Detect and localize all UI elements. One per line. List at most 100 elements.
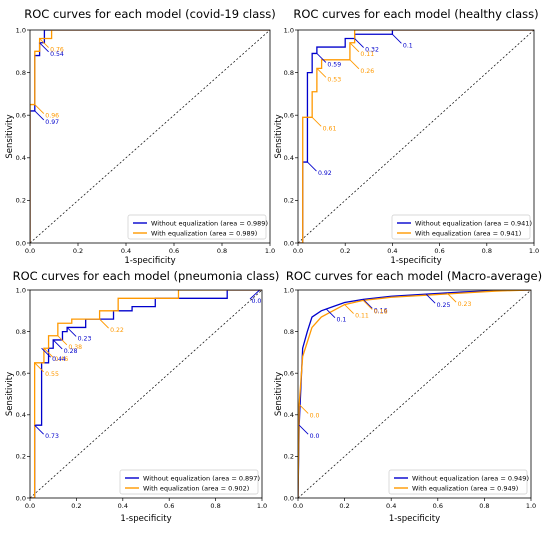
legend-entry: With equalization (area = 0.941) — [415, 229, 521, 237]
annotation-pointer — [298, 424, 309, 435]
roc-line-with — [298, 290, 531, 498]
diagonal-reference-line — [297, 29, 535, 244]
threshold-label: 0.61 — [323, 125, 337, 132]
threshold-label: 0.92 — [318, 170, 332, 177]
x-axis-label: 1-specificity — [390, 256, 441, 266]
y-tick-label: 0.0 — [284, 494, 294, 502]
legend-box — [388, 469, 528, 495]
y-tick-label: 0.2 — [16, 453, 26, 461]
x-tick-label: 0.8 — [479, 502, 489, 510]
roc-line-without — [298, 30, 534, 243]
x-tick-label: 0.8 — [482, 247, 492, 255]
annotation-pointer — [425, 293, 436, 304]
annotation-pointer — [349, 59, 360, 70]
annotation-pointer — [354, 38, 364, 48]
x-tick-label: 0.4 — [386, 502, 396, 510]
x-tick-label: 0.2 — [340, 247, 350, 255]
y-tick-label: 1.0 — [16, 286, 26, 294]
y-tick-label: 1.0 — [16, 26, 26, 34]
threshold-label: 0.46 — [54, 356, 68, 363]
legend-box — [119, 469, 259, 495]
annotation-pointer — [392, 33, 402, 44]
y-tick-label: 0.6 — [16, 370, 26, 378]
chart-title: ROC curves for each model (pneumonia cla… — [13, 269, 280, 283]
roc-line-without — [298, 290, 531, 498]
x-tick-label: 0.0 — [293, 247, 303, 255]
threshold-label: 0.0 — [310, 433, 320, 440]
threshold-label: 0.23 — [458, 301, 472, 308]
y-tick-label: 0.2 — [284, 453, 294, 461]
x-tick-label: 0.4 — [387, 247, 397, 255]
annotation-pointer — [34, 362, 44, 373]
annotation-pointer — [362, 300, 373, 310]
chart-panel-4: ROC curves for each model (Macro-average… — [274, 269, 542, 524]
roc-line-without — [30, 30, 270, 243]
threshold-label: 0.38 — [68, 344, 82, 351]
y-tick-label: 0.4 — [16, 154, 26, 162]
annotation-pointer — [39, 38, 49, 48]
x-tick-label: 0.4 — [118, 502, 128, 510]
annotation-pointer — [325, 308, 336, 319]
x-axis-label: 1-specificity — [120, 514, 171, 524]
chart-title: ROC curves for each model (covid-19 clas… — [24, 7, 276, 21]
threshold-label: 0.55 — [45, 371, 59, 378]
annotation-pointer — [39, 42, 49, 53]
legend: Without equalization (area = 0.949) With … — [388, 469, 529, 495]
threshold-label: 0.59 — [327, 61, 341, 68]
y-axis-label: Sensitivity — [274, 372, 284, 416]
y-axis-label: Sensitivity — [5, 372, 15, 416]
legend-entry: With equalization (area = 0.949) — [412, 484, 518, 492]
diagonal-reference-line — [29, 289, 263, 499]
annotation-pointer — [249, 289, 260, 300]
threshold-label: 0.1 — [336, 317, 346, 324]
y-tick-label: 0.0 — [16, 239, 26, 247]
y-tick-label: 1.0 — [284, 286, 294, 294]
y-tick-label: 0.0 — [16, 494, 26, 502]
legend-entry: Without equalization (area = 0.949) — [412, 474, 529, 482]
x-tick-label: 0.0 — [293, 502, 303, 510]
threshold-label: 0.25 — [437, 302, 451, 309]
threshold-label: 0.1 — [403, 42, 413, 49]
legend: Without equalization (area = 0.897) With … — [119, 469, 260, 495]
annotation-pointer — [57, 335, 68, 346]
threshold-label: 0.18 — [374, 308, 388, 315]
y-tick-label: 0.8 — [16, 69, 26, 77]
annotation-pointer — [446, 292, 457, 303]
threshold-label: 0.23 — [78, 335, 92, 342]
x-tick-label: 1.0 — [526, 502, 536, 510]
threshold-label: 0.0 — [252, 298, 262, 305]
y-tick-label: 0.6 — [16, 112, 26, 120]
x-tick-label: 0.8 — [210, 502, 220, 510]
annotation-pointer — [43, 347, 54, 358]
x-tick-label: 0.6 — [164, 502, 174, 510]
annotation-pointer — [349, 42, 360, 53]
x-tick-label: 0.2 — [73, 247, 83, 255]
threshold-label: 0.73 — [45, 433, 59, 440]
threshold-label: 0.0 — [310, 412, 320, 419]
chart-title: ROC curves for each model (Macro-average… — [286, 269, 542, 283]
threshold-label: 0.22 — [110, 327, 124, 334]
threshold-label: 0.11 — [355, 313, 369, 320]
annotation-pointer — [307, 161, 317, 172]
annotation-pointer — [298, 404, 309, 414]
roc-line-with — [30, 30, 270, 243]
x-tick-label: 1.0 — [529, 247, 539, 255]
chart-panel-1: ROC curves for each model (covid-19 clas… — [5, 7, 276, 266]
roc-line-with — [30, 290, 262, 498]
annotation-pointer — [99, 318, 109, 329]
chart-panel-2: ROC curves for each model (healthy class… — [274, 7, 539, 266]
legend-box — [127, 214, 267, 240]
annotation-pointer — [316, 53, 327, 63]
roc-line-without — [30, 290, 262, 498]
annotation-pointer — [316, 68, 327, 78]
plot-frame — [297, 289, 532, 499]
threshold-label: 0.76 — [50, 47, 64, 54]
x-tick-label: 0.8 — [217, 247, 227, 255]
annotation-pointer — [52, 339, 63, 350]
threshold-label: 0.96 — [45, 113, 59, 120]
y-axis-label: Sensitivity — [5, 114, 15, 158]
plot-frame — [297, 29, 535, 244]
legend-entry: Without equalization (area = 0.897) — [143, 474, 260, 482]
x-axis-label: 1-specificity — [124, 256, 175, 266]
annotation-pointer — [34, 424, 44, 435]
